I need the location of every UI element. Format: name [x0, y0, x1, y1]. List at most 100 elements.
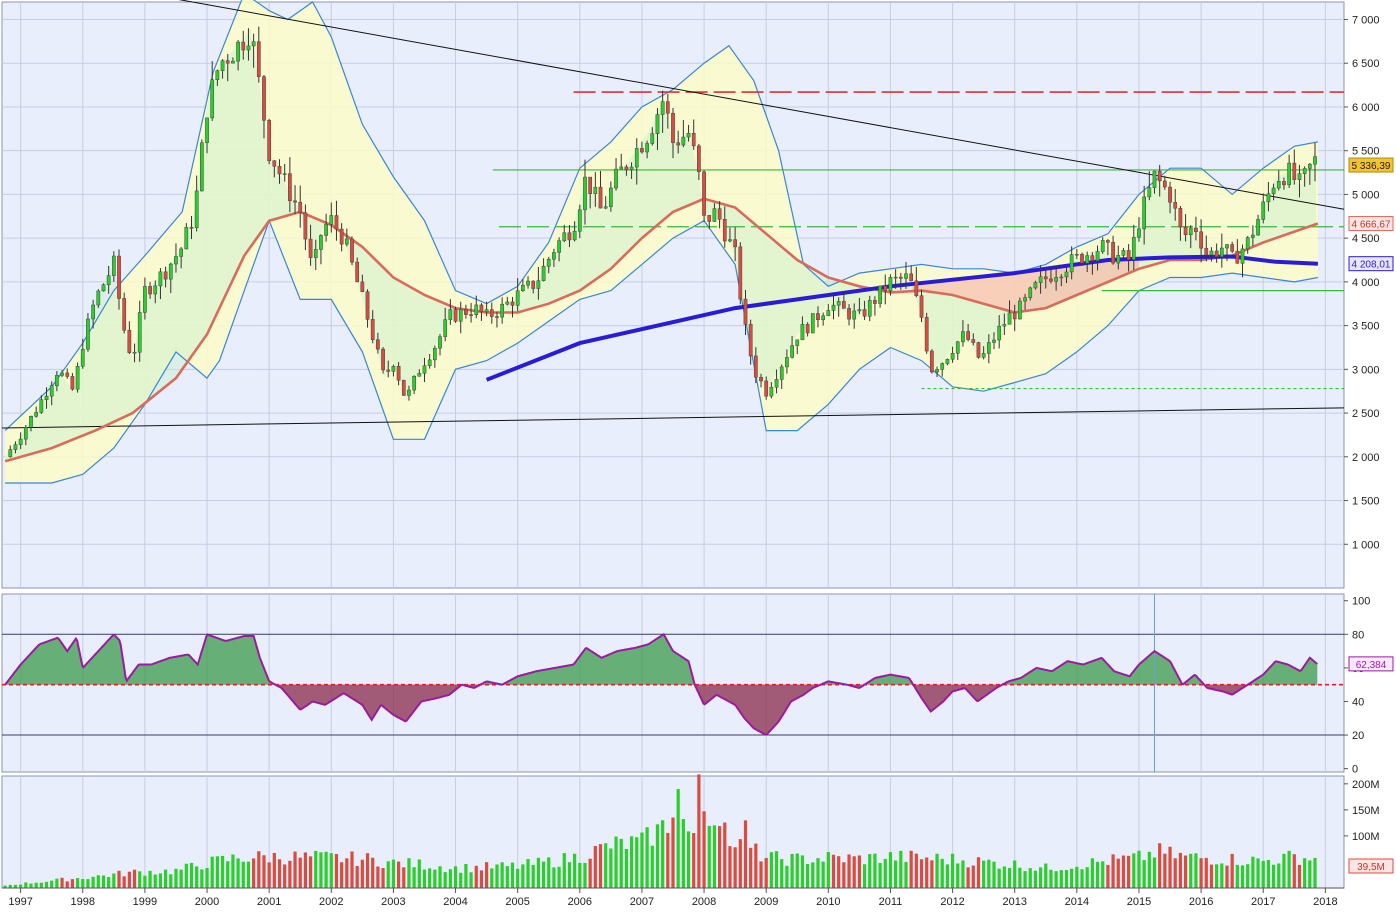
volume-bar[interactable] — [883, 858, 887, 888]
candle[interactable] — [241, 41, 246, 51]
volume-bar[interactable] — [241, 861, 245, 888]
candle[interactable] — [831, 304, 836, 311]
volume-bar[interactable] — [13, 884, 18, 888]
candle[interactable] — [1209, 250, 1214, 256]
candle[interactable] — [800, 324, 805, 341]
volume-bar[interactable] — [919, 859, 924, 888]
candle[interactable] — [1245, 237, 1250, 250]
volume-bar[interactable] — [935, 853, 939, 888]
volume-bar[interactable] — [1183, 855, 1188, 888]
volume-bar[interactable] — [355, 865, 359, 888]
candle[interactable] — [153, 285, 158, 295]
candle[interactable] — [458, 309, 463, 322]
candle[interactable] — [344, 238, 349, 245]
candle[interactable] — [106, 275, 111, 285]
volume-bar[interactable] — [650, 845, 654, 888]
volume-bar[interactable] — [1163, 853, 1167, 888]
volume-bar[interactable] — [583, 862, 587, 888]
volume-bar[interactable] — [1142, 860, 1146, 888]
candle[interactable] — [370, 319, 375, 341]
volume-bar[interactable] — [950, 853, 955, 888]
candle[interactable] — [1085, 255, 1090, 264]
candle[interactable] — [34, 412, 39, 417]
volume-bar[interactable] — [1059, 870, 1063, 888]
candle[interactable] — [1069, 254, 1074, 273]
candle[interactable] — [401, 379, 406, 396]
volume-bar[interactable] — [676, 789, 680, 888]
candle[interactable] — [262, 76, 266, 121]
moving-average-blue-line[interactable] — [485, 254, 1318, 382]
candle[interactable] — [930, 350, 934, 373]
candle[interactable] — [194, 190, 199, 229]
volume-bar[interactable] — [1075, 866, 1079, 888]
candle[interactable] — [1074, 253, 1079, 256]
volume-bar[interactable] — [847, 854, 851, 888]
candle[interactable] — [329, 215, 334, 225]
volume-bar[interactable] — [868, 854, 872, 888]
volume-bar[interactable] — [780, 859, 784, 888]
candle[interactable] — [448, 309, 453, 320]
volume-bar[interactable] — [1147, 851, 1151, 888]
volume-bar[interactable] — [1287, 850, 1291, 888]
volume-bar[interactable] — [1007, 867, 1012, 888]
candle[interactable] — [127, 329, 132, 353]
candle[interactable] — [210, 79, 215, 119]
volume-bar[interactable] — [200, 869, 204, 888]
volume-bar[interactable] — [888, 852, 893, 888]
volume-bar[interactable] — [407, 858, 411, 888]
candle[interactable] — [997, 325, 1002, 341]
candle[interactable] — [1173, 202, 1178, 209]
volume-bar[interactable] — [671, 817, 675, 888]
candle[interactable] — [231, 60, 235, 64]
volume-panel[interactable] — [3, 774, 1326, 888]
candle[interactable] — [583, 176, 587, 211]
candle[interactable] — [862, 309, 867, 317]
candle[interactable] — [1095, 251, 1100, 261]
volume-bar[interactable] — [940, 858, 944, 888]
candle[interactable] — [1178, 208, 1183, 228]
candle[interactable] — [1111, 242, 1115, 264]
volume-bar[interactable] — [567, 862, 572, 888]
volume-bar[interactable] — [65, 881, 69, 888]
volume-bar[interactable] — [681, 819, 685, 888]
volume-bar[interactable] — [635, 837, 639, 888]
volume-bar[interactable] — [541, 861, 546, 888]
volume-bar[interactable] — [547, 857, 551, 888]
volume-bar[interactable] — [396, 861, 401, 888]
volume-bar[interactable] — [122, 876, 126, 888]
candle[interactable] — [246, 45, 251, 51]
candle[interactable] — [1240, 248, 1245, 264]
volume-bar[interactable] — [474, 865, 478, 888]
candle[interactable] — [1256, 219, 1260, 236]
candle[interactable] — [940, 363, 945, 370]
candle[interactable] — [184, 227, 189, 250]
volume-bar[interactable] — [485, 862, 489, 888]
candle[interactable] — [1142, 196, 1147, 230]
candle[interactable] — [256, 41, 261, 77]
volume-bar[interactable] — [220, 855, 225, 888]
candle[interactable] — [417, 373, 422, 377]
candle[interactable] — [821, 315, 826, 320]
candle[interactable] — [1204, 247, 1209, 256]
candle[interactable] — [671, 112, 675, 144]
candle[interactable] — [215, 70, 220, 81]
volume-bar[interactable] — [598, 844, 603, 888]
rsi-line[interactable] — [4, 632, 1318, 736]
volume-bar[interactable] — [143, 875, 147, 888]
candle[interactable] — [541, 265, 546, 281]
volume-bar[interactable] — [179, 869, 183, 888]
volume-bar[interactable] — [1127, 855, 1131, 888]
volume-bar[interactable] — [117, 870, 121, 888]
volume-bar[interactable] — [976, 857, 981, 888]
volume-bar[interactable] — [862, 864, 867, 888]
candle[interactable] — [826, 310, 831, 316]
candle[interactable] — [220, 60, 225, 71]
candle[interactable] — [422, 365, 427, 374]
volume-bar[interactable] — [60, 877, 64, 888]
candle[interactable] — [86, 318, 90, 350]
volume-bar[interactable] — [3, 885, 7, 888]
candle[interactable] — [697, 145, 701, 172]
candle[interactable] — [267, 120, 272, 161]
candle[interactable] — [319, 235, 323, 250]
candle[interactable] — [1157, 170, 1162, 182]
